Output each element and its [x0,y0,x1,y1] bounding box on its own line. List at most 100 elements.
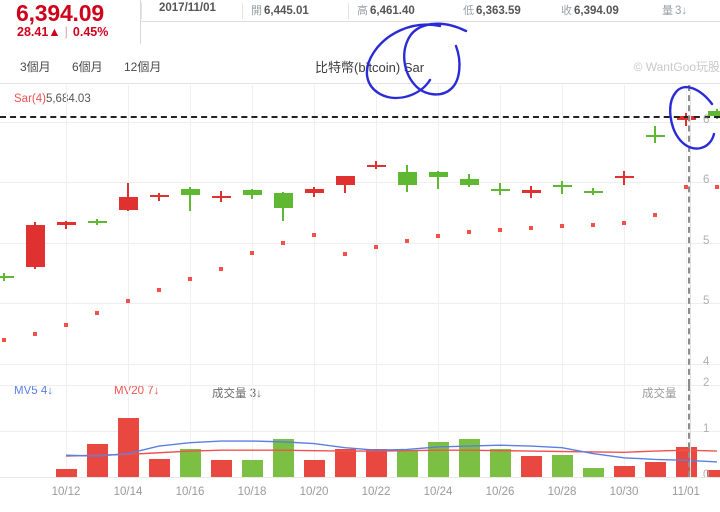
ohlc-divider [348,3,349,19]
volume-y-axis-tick: 1 [703,423,710,435]
candlestick[interactable] [242,85,262,385]
candlestick[interactable] [614,85,634,385]
candlestick[interactable] [335,85,355,385]
candle-body [273,193,293,208]
volume-bar[interactable] [365,448,387,477]
range-tab-2[interactable]: 6個月 [72,60,103,74]
quote-header: 6,394.09 28.41▲ | 0.45% 2017/11/01 開 6,445.… [0,0,720,44]
chart-title: 比特幣(bitcoin) Sar [315,60,425,75]
candle-body [242,190,262,195]
candle-body [459,179,479,185]
volume-bar[interactable] [272,439,294,477]
candlestick[interactable] [211,85,231,385]
grid-line-horizontal [0,364,720,365]
candlestick[interactable] [428,85,448,385]
sar-dot [529,226,533,230]
volume-chart-plot[interactable]: MV5 4↓ MV20 7↓ 成交量 3↓ 成交量 [0,385,720,477]
candle-body [0,276,14,278]
candle-body [645,135,665,137]
candlestick[interactable] [180,85,200,385]
candlestick[interactable] [118,85,138,385]
ohlc-close-label: 收 [561,5,572,17]
volume-bar[interactable] [55,468,77,477]
candlestick[interactable] [0,85,14,385]
range-tab-1[interactable]: 3個月 [20,60,51,74]
grid-line-vertical [624,385,625,477]
volume-bar[interactable] [489,448,511,477]
volume-bar[interactable] [117,418,139,477]
y-axis-tick: 5 [703,235,710,247]
candlestick[interactable] [273,85,293,385]
volume-bar[interactable] [303,460,325,477]
grid-line-vertical [252,385,253,477]
volume-bar[interactable] [179,449,201,477]
volume-bar[interactable] [86,443,108,477]
volume-bar[interactable] [334,449,356,477]
candlestick[interactable] [366,85,386,385]
candle-wick [623,171,625,185]
volume-bar[interactable] [396,451,418,477]
sar-dot [281,241,285,245]
volume-bar[interactable] [582,467,604,477]
volume-bar[interactable] [613,466,635,477]
candlestick[interactable] [149,85,169,385]
candlestick[interactable] [490,85,510,385]
sar-dot [653,213,657,217]
sar-dot [219,267,223,271]
volume-bar[interactable] [458,439,480,477]
candlestick[interactable] [645,85,665,385]
grid-line-vertical [252,85,253,385]
candlestick[interactable] [56,85,76,385]
candle-body [25,225,45,267]
crosshair-vertical [688,85,690,385]
candlestick[interactable] [25,85,45,385]
candle-wick [437,171,439,189]
volume-bar[interactable] [427,441,449,477]
sar-dot [591,223,595,227]
ohlc-high: 高 6,461.40 [357,2,415,18]
grid-line-horizontal [0,385,720,386]
volume-bar[interactable] [520,456,542,477]
candlestick[interactable] [87,85,107,385]
ohlc-bar: 2017/11/01 開 6,445.01 高 6,461.40 低 6,363.59… [141,0,720,22]
candlestick[interactable] [459,85,479,385]
volume-bar[interactable] [210,460,232,477]
candle-wick [158,193,160,201]
sar-dot [250,251,254,255]
price-y-axis: 665544 [690,85,720,428]
candlestick[interactable] [583,85,603,385]
ohlc-open-label: 開 [251,5,262,17]
range-tab-3[interactable]: 12個月 [124,60,162,74]
ohlc-date: 2017/11/01 [159,2,216,14]
x-axis-tick: 10/16 [175,486,205,498]
watermark: © WantGoo玩股 [633,60,720,74]
volume-bar[interactable] [644,461,666,477]
candlestick[interactable] [304,85,324,385]
grid-line-vertical [686,385,687,477]
sar-dot [715,184,719,189]
x-axis-tick: 10/20 [299,486,329,498]
y-axis-tick: 6 [703,174,710,186]
ohlc-divider [242,3,243,19]
candle-body [304,189,324,193]
candlestick[interactable] [397,85,417,385]
sar-dot [312,233,316,237]
candlestick[interactable] [521,85,541,385]
grid-line-vertical [66,385,67,477]
sar-dot [2,338,6,342]
y-axis-tick: 5 [703,295,710,307]
sar-indicator-label: Sar(4) [14,93,46,105]
sar-dot [684,184,688,189]
grid-line-vertical [128,85,129,385]
volume-bar[interactable] [706,470,720,477]
volume-bar[interactable] [551,455,573,477]
price-chart-plot[interactable]: Sar(4)5,684.03 [0,85,720,385]
grid-line-vertical [190,385,191,477]
ohlc-close-value: 6,394.09 [574,5,619,17]
volume-bar[interactable] [148,459,170,477]
volume-bar[interactable] [241,460,263,477]
grid-line-vertical [190,85,191,385]
x-axis-tick: 11/01 [672,486,700,498]
candlestick[interactable] [552,85,572,385]
